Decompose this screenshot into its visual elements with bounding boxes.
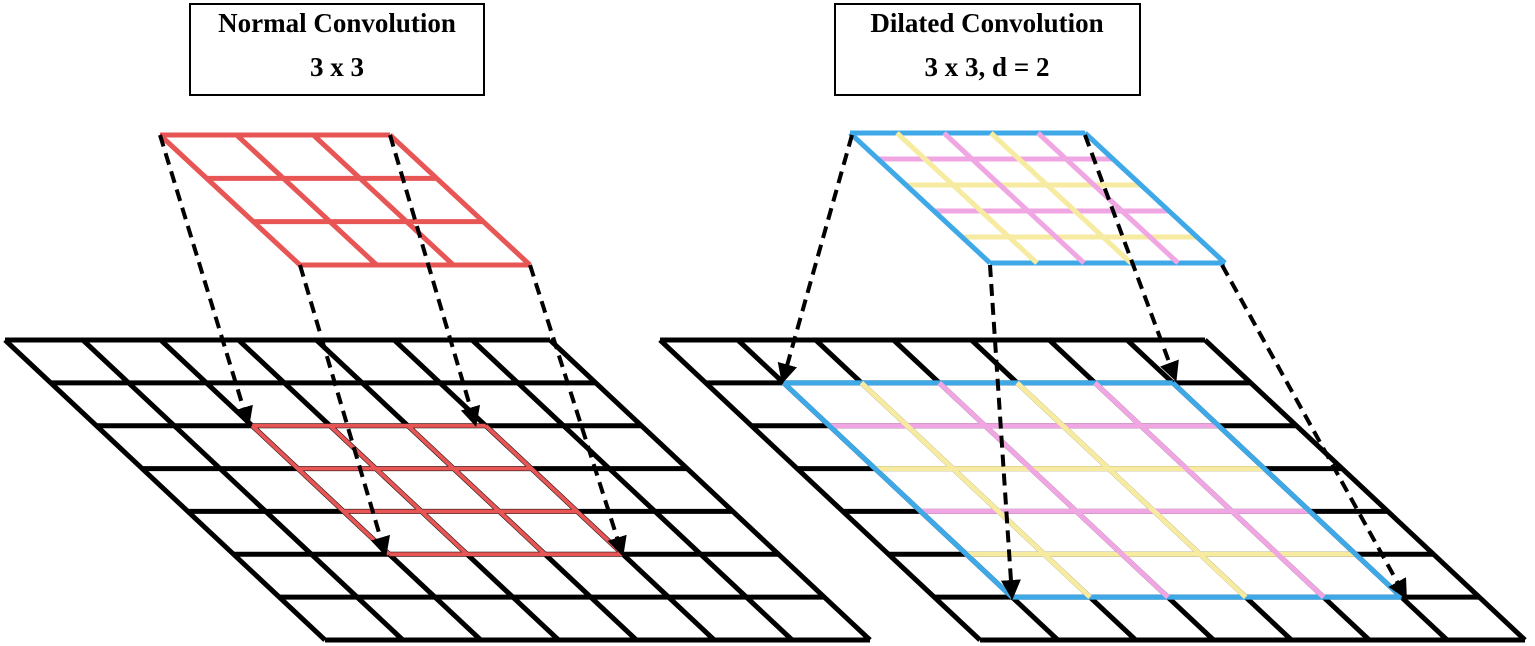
grids xyxy=(3,130,1527,643)
grid-line xyxy=(1171,381,1404,599)
grid-line xyxy=(1093,381,1326,599)
grid-line xyxy=(406,424,547,556)
grid-line xyxy=(158,133,302,267)
grid-line xyxy=(484,424,625,556)
title-box xyxy=(834,3,1141,96)
panel-subtitle: 3 x 3, d = 2 xyxy=(925,52,1050,82)
arrow xyxy=(988,264,1021,600)
grid-line xyxy=(234,133,379,267)
grid-line xyxy=(937,381,1170,599)
arrow xyxy=(388,134,481,427)
grid-line xyxy=(1015,381,1248,599)
title-box xyxy=(189,3,485,96)
grid-line xyxy=(470,338,794,642)
grid-line xyxy=(250,424,391,556)
grid-line xyxy=(81,338,405,642)
arrow xyxy=(1220,264,1407,600)
grid-line xyxy=(328,424,469,556)
arrow xyxy=(298,264,391,557)
grid-line xyxy=(548,338,872,642)
grid-line xyxy=(1083,131,1227,265)
grid-line xyxy=(781,381,1014,599)
grid-line xyxy=(859,381,1092,599)
grid-line xyxy=(848,131,992,265)
grid-line xyxy=(989,131,1133,265)
panel-title: Dilated Convolution xyxy=(870,8,1103,38)
arrow xyxy=(1083,134,1179,382)
grid-line xyxy=(388,133,532,267)
arrow xyxy=(528,264,627,557)
arrows xyxy=(158,134,1407,600)
grid-line xyxy=(3,338,327,642)
grid-line xyxy=(311,133,456,267)
arrow xyxy=(777,134,854,384)
grid-line xyxy=(1203,338,1527,642)
grid-line xyxy=(895,131,1039,265)
grid-line xyxy=(942,131,1086,265)
arrow xyxy=(158,134,253,427)
panel-title: Normal Convolution xyxy=(218,8,456,38)
grid-line xyxy=(658,338,982,642)
panel-subtitle: 3 x 3 xyxy=(310,52,364,82)
